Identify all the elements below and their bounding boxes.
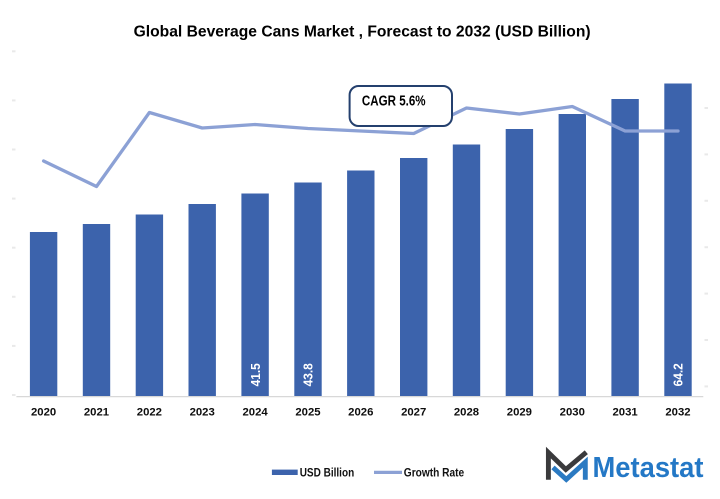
svg-text:43.8: 43.8 — [301, 363, 316, 386]
svg-text:Growth Rate: Growth Rate — [404, 468, 464, 480]
svg-text:2020: 2020 — [31, 407, 56, 419]
svg-text:2025: 2025 — [295, 407, 320, 419]
svg-text:2023: 2023 — [190, 407, 215, 419]
svg-text:2028: 2028 — [454, 407, 479, 419]
svg-text:2027: 2027 — [401, 407, 426, 419]
svg-text:2022: 2022 — [137, 407, 162, 419]
svg-text:2021: 2021 — [84, 407, 109, 419]
svg-text:USD Billion: USD Billion — [300, 468, 355, 480]
svg-text:Metastat: Metastat — [593, 452, 704, 484]
svg-text:2026: 2026 — [348, 407, 373, 419]
svg-text:2029: 2029 — [507, 407, 532, 419]
svg-text:2032: 2032 — [665, 407, 690, 419]
svg-text:2031: 2031 — [613, 407, 638, 419]
svg-text:64.2: 64.2 — [671, 363, 686, 386]
svg-text:2030: 2030 — [560, 407, 585, 419]
svg-text:41.5: 41.5 — [248, 363, 263, 386]
svg-text:CAGR 5.6%: CAGR 5.6% — [362, 94, 426, 110]
svg-text:Global Beverage Cans Market ,: Global Beverage Cans Market , Forecast t… — [134, 23, 591, 40]
svg-text:2024: 2024 — [243, 407, 268, 419]
